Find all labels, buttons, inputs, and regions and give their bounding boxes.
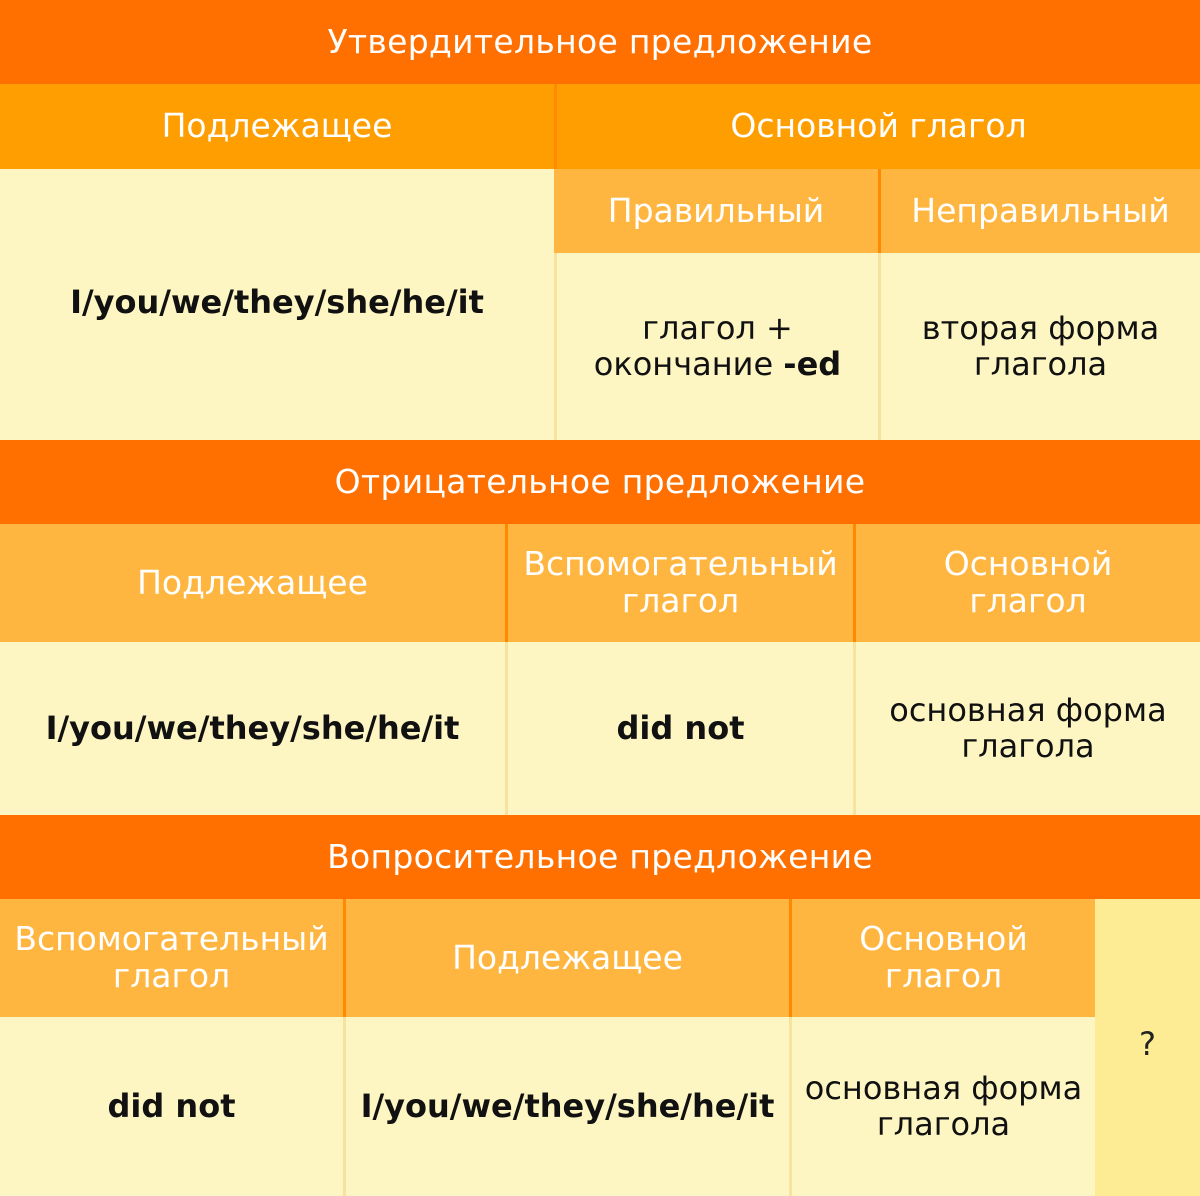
interrogative-aux-value: did not [0, 1017, 343, 1196]
negative-title: Отрицательное предложение [0, 440, 1200, 524]
negative-main-verb-value: основная форма глагола [856, 642, 1200, 815]
negative-subject-value: I/you/we/they/she/he/it [0, 642, 505, 815]
affirmative-main-verb-header: Основной глагол [557, 84, 1200, 169]
interrogative-main-verb-header: Основной глагол [792, 899, 1095, 1017]
interrogative-subject-header: Подлежащее [346, 899, 789, 1017]
affirmative-title: Утвердительное предложение [0, 0, 1200, 84]
divider [505, 524, 508, 642]
affirmative-regular-value: глагол + окончание -ed [557, 253, 878, 440]
affirmative-subject-header: Подлежащее [0, 84, 554, 169]
affirmative-irregular-header: Неправильный [881, 169, 1200, 253]
divider [343, 1017, 346, 1196]
divider [853, 642, 856, 815]
divider [343, 899, 346, 1017]
negative-aux-value: did not [508, 642, 853, 815]
affirmative-regular-header: Правильный [554, 169, 878, 253]
divider [505, 642, 508, 815]
interrogative-aux-header: Вспомогательный глагол [0, 899, 343, 1017]
divider [789, 1017, 792, 1196]
question-mark: ? [1139, 1025, 1156, 1064]
divider [554, 84, 557, 169]
divider [878, 253, 881, 440]
regular-value-suffix: -ed [783, 344, 842, 383]
negative-subject-header: Подлежащее [0, 524, 505, 642]
negative-main-verb-header: Основной глагол [856, 524, 1200, 642]
negative-aux-header: Вспомогательный глагол [508, 524, 853, 642]
affirmative-irregular-value: вторая форма глагола [881, 253, 1200, 440]
divider [554, 253, 557, 440]
interrogative-subject-value: I/you/we/they/she/he/it [346, 1017, 789, 1196]
divider [878, 169, 881, 253]
affirmative-subject-value: I/you/we/they/she/he/it [0, 169, 554, 440]
regular-value-line2: окончание -ed [593, 344, 842, 383]
question-mark-cell: ? [1095, 899, 1200, 1196]
interrogative-main-verb-value: основная форма глагола [792, 1017, 1095, 1196]
divider [853, 524, 856, 642]
interrogative-title: Вопросительное предложение [0, 815, 1200, 899]
divider [789, 899, 792, 1017]
regular-value-prefix: окончание [593, 344, 784, 383]
affirmative-subject-text: I/you/we/they/she/he/it [70, 282, 484, 321]
regular-value-line1: глагол + [642, 308, 793, 347]
